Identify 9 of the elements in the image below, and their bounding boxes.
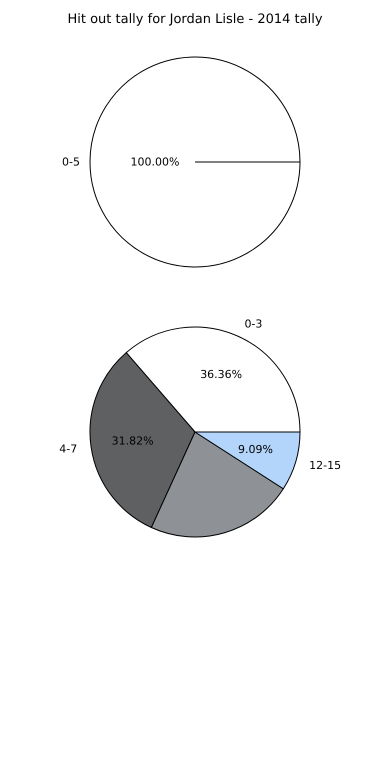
slice-label: 0-3 (244, 317, 262, 330)
data-label: 100.00% (130, 156, 180, 168)
data-label: 9.09% (238, 443, 273, 456)
slice-label: 12-15 (309, 459, 342, 472)
data-label: 31.82% (112, 434, 154, 448)
chart-title: Hit out tally for Jordan Lisle - 2014 tally (66, 12, 324, 27)
slice-label: 4-7 (59, 442, 78, 456)
data-label: 36.36% (200, 368, 242, 382)
slice-label: 0-5 (62, 156, 80, 168)
